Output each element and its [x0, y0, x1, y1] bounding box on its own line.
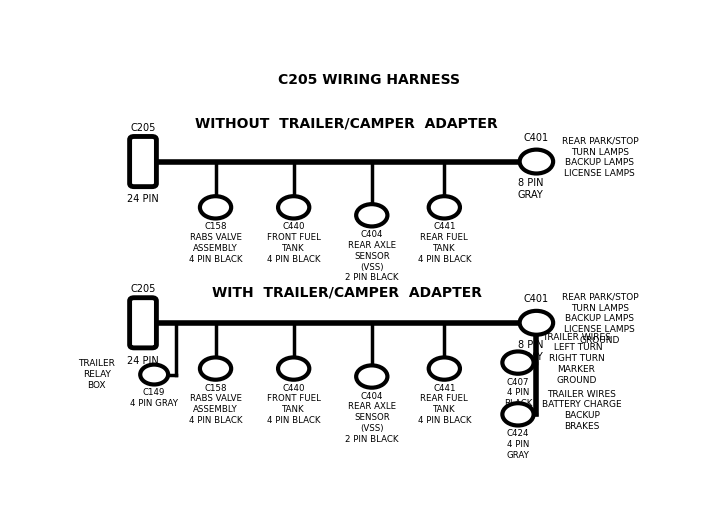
Circle shape — [356, 204, 387, 226]
Circle shape — [356, 366, 387, 388]
Text: REAR PARK/STOP
TURN LAMPS
BACKUP LAMPS
LICENSE LAMPS
GROUND: REAR PARK/STOP TURN LAMPS BACKUP LAMPS L… — [562, 293, 638, 345]
Text: C424
4 PIN
GRAY: C424 4 PIN GRAY — [507, 430, 529, 460]
Text: 24 PIN: 24 PIN — [127, 356, 159, 366]
Text: C149
4 PIN GRAY: C149 4 PIN GRAY — [130, 388, 178, 408]
Text: C407
4 PIN
BLACK: C407 4 PIN BLACK — [504, 378, 532, 408]
Circle shape — [140, 364, 168, 385]
Text: C401: C401 — [524, 294, 549, 304]
Text: 8 PIN: 8 PIN — [518, 340, 544, 349]
Circle shape — [428, 357, 460, 379]
Text: C404
REAR AXLE
SENSOR
(VSS)
2 PIN BLACK: C404 REAR AXLE SENSOR (VSS) 2 PIN BLACK — [345, 231, 399, 282]
Text: C158
RABS VALVE
ASSEMBLY
4 PIN BLACK: C158 RABS VALVE ASSEMBLY 4 PIN BLACK — [189, 222, 243, 264]
Text: C401: C401 — [524, 133, 549, 143]
Text: TRAILER
RELAY
BOX: TRAILER RELAY BOX — [78, 359, 115, 390]
Text: 8 PIN: 8 PIN — [518, 178, 544, 189]
Circle shape — [428, 196, 460, 219]
Text: C205: C205 — [130, 123, 156, 133]
Text: WITHOUT  TRAILER/CAMPER  ADAPTER: WITHOUT TRAILER/CAMPER ADAPTER — [195, 117, 498, 131]
FancyBboxPatch shape — [130, 136, 156, 187]
Circle shape — [200, 196, 231, 219]
Text: C440
FRONT FUEL
TANK
4 PIN BLACK: C440 FRONT FUEL TANK 4 PIN BLACK — [266, 222, 320, 264]
Text: C158
RABS VALVE
ASSEMBLY
4 PIN BLACK: C158 RABS VALVE ASSEMBLY 4 PIN BLACK — [189, 384, 243, 425]
Text: C441
REAR FUEL
TANK
4 PIN BLACK: C441 REAR FUEL TANK 4 PIN BLACK — [418, 222, 471, 264]
Circle shape — [278, 196, 310, 219]
Text: REAR PARK/STOP
TURN LAMPS
BACKUP LAMPS
LICENSE LAMPS: REAR PARK/STOP TURN LAMPS BACKUP LAMPS L… — [562, 137, 638, 178]
Text: C441
REAR FUEL
TANK
4 PIN BLACK: C441 REAR FUEL TANK 4 PIN BLACK — [418, 384, 471, 425]
Circle shape — [520, 149, 553, 174]
Text: C205: C205 — [130, 284, 156, 294]
Text: GRAY: GRAY — [518, 352, 544, 361]
Text: TRAILER WIRES
 LEFT TURN
RIGHT TURN
MARKER
GROUND: TRAILER WIRES LEFT TURN RIGHT TURN MARKE… — [542, 332, 611, 385]
Text: C404
REAR AXLE
SENSOR
(VSS)
2 PIN BLACK: C404 REAR AXLE SENSOR (VSS) 2 PIN BLACK — [345, 392, 399, 444]
Text: WITH  TRAILER/CAMPER  ADAPTER: WITH TRAILER/CAMPER ADAPTER — [212, 286, 482, 300]
Circle shape — [278, 357, 310, 379]
Text: TRAILER WIRES
BATTERY CHARGE
BACKUP
BRAKES: TRAILER WIRES BATTERY CHARGE BACKUP BRAK… — [542, 390, 621, 431]
Text: C440
FRONT FUEL
TANK
4 PIN BLACK: C440 FRONT FUEL TANK 4 PIN BLACK — [266, 384, 320, 425]
Circle shape — [200, 357, 231, 379]
Circle shape — [503, 352, 534, 374]
Text: 24 PIN: 24 PIN — [127, 194, 159, 204]
FancyBboxPatch shape — [130, 298, 156, 348]
Circle shape — [520, 311, 553, 334]
Text: GRAY: GRAY — [518, 190, 544, 201]
Text: C205 WIRING HARNESS: C205 WIRING HARNESS — [278, 73, 460, 87]
Circle shape — [503, 403, 534, 425]
